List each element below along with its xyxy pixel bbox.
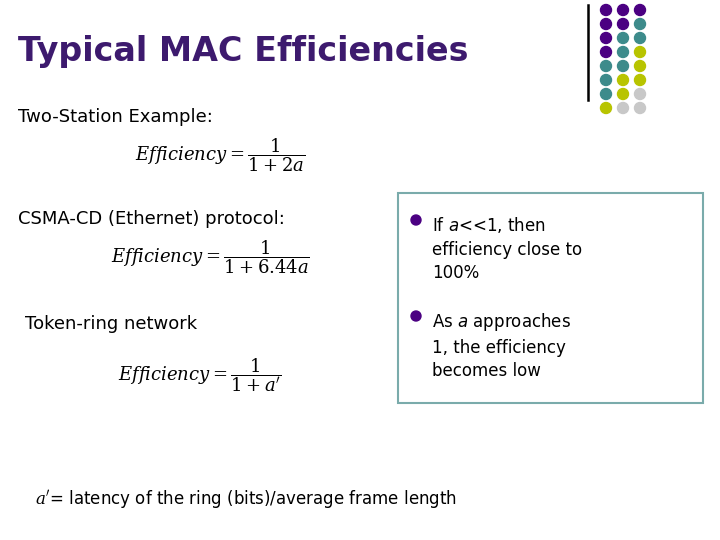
Circle shape (634, 75, 646, 85)
Circle shape (634, 18, 646, 30)
Circle shape (634, 4, 646, 16)
Text: $a'$= latency of the ring (bits)/average frame length: $a'$= latency of the ring (bits)/average… (35, 488, 457, 510)
Text: As $\mathit{a}$ approaches
1, the efficiency
becomes low: As $\mathit{a}$ approaches 1, the effici… (432, 311, 571, 380)
Text: Two-Station Example:: Two-Station Example: (18, 108, 213, 126)
Circle shape (600, 18, 611, 30)
Circle shape (634, 32, 646, 44)
Text: Typical MAC Efficiencies: Typical MAC Efficiencies (18, 36, 469, 69)
Circle shape (411, 215, 421, 225)
Circle shape (600, 89, 611, 99)
Circle shape (618, 89, 629, 99)
Circle shape (618, 4, 629, 16)
Circle shape (600, 60, 611, 71)
Text: If $\mathit{a}$<<$\mathit{1}$, then
efficiency close to
100%: If $\mathit{a}$<<$\mathit{1}$, then effi… (432, 215, 582, 282)
Circle shape (634, 103, 646, 113)
Circle shape (618, 32, 629, 44)
Circle shape (618, 75, 629, 85)
Text: Token-ring network: Token-ring network (25, 315, 197, 333)
Circle shape (411, 311, 421, 321)
Text: $\mathit{Efficiency} = \dfrac{1}{1+6.44a}$: $\mathit{Efficiency} = \dfrac{1}{1+6.44a… (111, 238, 310, 276)
Circle shape (618, 46, 629, 57)
Circle shape (600, 103, 611, 113)
Circle shape (618, 18, 629, 30)
Text: $\mathit{Efficiency} = \dfrac{1}{1+2a}$: $\mathit{Efficiency} = \dfrac{1}{1+2a}$ (135, 136, 305, 174)
Circle shape (600, 46, 611, 57)
Text: $\mathit{Efficiency} = \dfrac{1}{1+a'}$: $\mathit{Efficiency} = \dfrac{1}{1+a'}$ (118, 356, 282, 394)
Circle shape (634, 46, 646, 57)
Circle shape (634, 60, 646, 71)
Text: CSMA-CD (Ethernet) protocol:: CSMA-CD (Ethernet) protocol: (18, 210, 285, 228)
FancyBboxPatch shape (398, 193, 703, 403)
Circle shape (600, 32, 611, 44)
Circle shape (618, 103, 629, 113)
Circle shape (600, 4, 611, 16)
Circle shape (634, 89, 646, 99)
Circle shape (600, 75, 611, 85)
Circle shape (618, 60, 629, 71)
